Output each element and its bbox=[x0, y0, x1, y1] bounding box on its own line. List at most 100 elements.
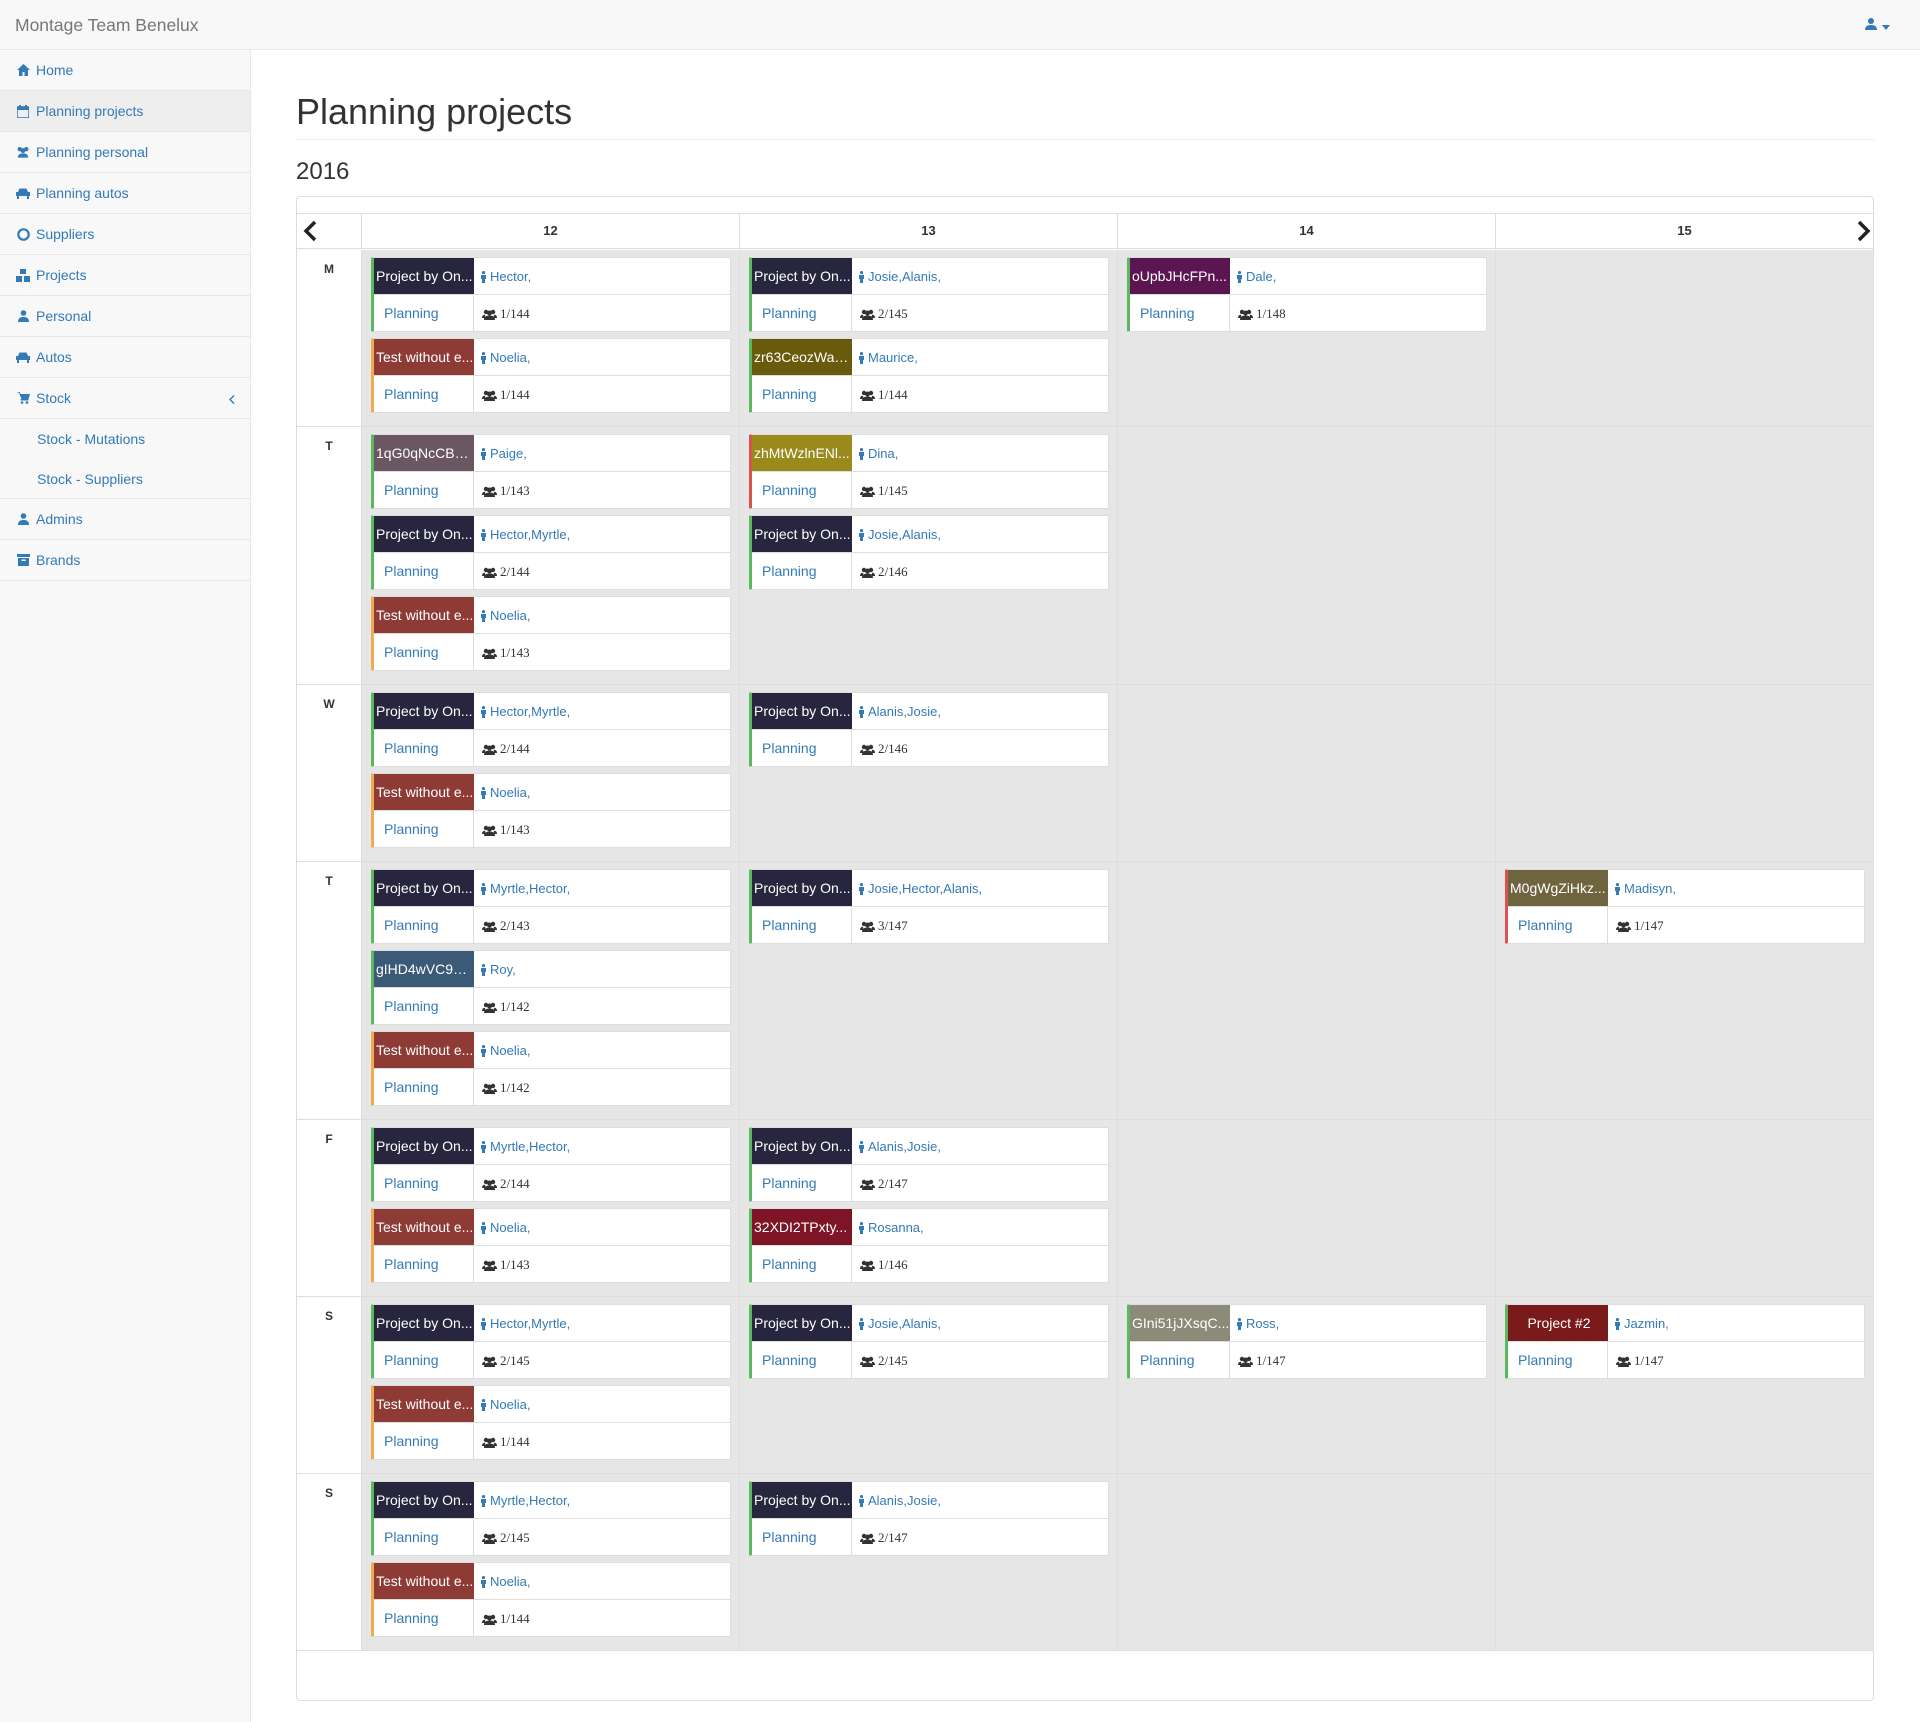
assigned-personnel[interactable]: Noelia, bbox=[480, 1563, 530, 1599]
project-card[interactable]: Test without e... Planning Noelia, 1/142 bbox=[371, 1031, 731, 1106]
assigned-personnel[interactable]: Roy, bbox=[480, 951, 516, 987]
assigned-personnel[interactable]: Josie,Alanis, bbox=[858, 258, 941, 294]
project-name[interactable]: Test without e... bbox=[374, 597, 474, 633]
project-name[interactable]: Project by On... bbox=[752, 693, 852, 729]
project-card[interactable]: Test without e... Planning Noelia, 1/143 bbox=[371, 773, 731, 848]
project-card[interactable]: Test without e... Planning Noelia, 1/144 bbox=[371, 1562, 731, 1637]
prev-week-button[interactable] bbox=[299, 219, 323, 243]
planning-link[interactable]: Planning bbox=[374, 472, 474, 508]
day-week-cell[interactable]: Project by On... Planning Josie,Hector,Ala… bbox=[739, 862, 1117, 1119]
day-week-cell[interactable]: M0gWgZiHkz... Planning Madisyn, 1/147 bbox=[1495, 862, 1873, 1119]
day-week-cell[interactable]: Project by On... Planning Hector, 1/144 Test… bbox=[361, 250, 739, 426]
assigned-personnel[interactable]: Myrtle,Hector, bbox=[480, 1482, 570, 1518]
project-card[interactable]: Project by On... Planning Hector,Myrtle, 2/… bbox=[371, 1304, 731, 1379]
sidebar-item-suppliers[interactable]: Suppliers bbox=[0, 214, 250, 255]
sidebar-item-autos[interactable]: Autos bbox=[0, 337, 250, 378]
assigned-personnel[interactable]: Noelia, bbox=[480, 339, 530, 375]
planning-link[interactable]: Planning bbox=[1508, 907, 1608, 943]
day-week-cell[interactable] bbox=[1495, 427, 1873, 684]
day-week-cell[interactable]: Project by On... Planning Myrtle,Hector, 2/… bbox=[361, 1120, 739, 1296]
assigned-personnel[interactable]: Hector,Myrtle, bbox=[480, 693, 570, 729]
planning-link[interactable]: Planning bbox=[374, 1423, 474, 1459]
assigned-personnel[interactable]: Myrtle,Hector, bbox=[480, 870, 570, 906]
project-name[interactable]: oUpbJHcFPn... bbox=[1130, 258, 1230, 294]
project-name[interactable]: Project by On... bbox=[752, 870, 852, 906]
project-name[interactable]: Project by On... bbox=[374, 258, 474, 294]
project-card[interactable]: Project by On... Planning Myrtle,Hector, 2/… bbox=[371, 1481, 731, 1556]
assigned-personnel[interactable]: Alanis,Josie, bbox=[858, 1482, 941, 1518]
project-card[interactable]: 32XDI2TPxty... Planning Rosanna, 1/146 bbox=[749, 1208, 1109, 1283]
project-name[interactable]: Project by On... bbox=[374, 870, 474, 906]
day-week-cell[interactable] bbox=[1495, 250, 1873, 426]
day-week-cell[interactable]: 1qG0qNcCBa... Planning Paige, 1/143 Project … bbox=[361, 427, 739, 684]
project-card[interactable]: Project by On... Planning Myrtle,Hector, 2/… bbox=[371, 1127, 731, 1202]
project-card[interactable]: Project #2 Planning Jazmin, 1/147 bbox=[1505, 1304, 1865, 1379]
day-week-cell[interactable] bbox=[1495, 1474, 1873, 1650]
assigned-personnel[interactable]: Noelia, bbox=[480, 774, 530, 810]
day-week-cell[interactable]: Project by On... Planning Hector,Myrtle, 2/… bbox=[361, 685, 739, 861]
day-week-cell[interactable] bbox=[1117, 862, 1495, 1119]
assigned-personnel[interactable]: Alanis,Josie, bbox=[858, 693, 941, 729]
project-name[interactable]: gIHD4wVC9G... bbox=[374, 951, 474, 987]
day-week-cell[interactable] bbox=[1495, 1120, 1873, 1296]
planning-link[interactable]: Planning bbox=[374, 907, 474, 943]
day-week-cell[interactable]: Project by On... Planning Hector,Myrtle, 2/… bbox=[361, 1297, 739, 1473]
project-name[interactable]: Project by On... bbox=[752, 1482, 852, 1518]
assigned-personnel[interactable]: Rosanna, bbox=[858, 1209, 924, 1245]
planning-link[interactable]: Planning bbox=[752, 730, 852, 766]
project-name[interactable]: zhMtWzlnENl... bbox=[752, 435, 852, 471]
day-week-cell[interactable]: Project by On... Planning Myrtle,Hector, 2/… bbox=[361, 1474, 739, 1650]
assigned-personnel[interactable]: Noelia, bbox=[480, 597, 530, 633]
planning-link[interactable]: Planning bbox=[374, 376, 474, 412]
project-card[interactable]: Test without e... Planning Noelia, 1/144 bbox=[371, 338, 731, 413]
project-name[interactable]: Project by On... bbox=[752, 258, 852, 294]
planning-link[interactable]: Planning bbox=[752, 1246, 852, 1282]
project-card[interactable]: Test without e... Planning Noelia, 1/143 bbox=[371, 596, 731, 671]
sidebar-subitem-stock-suppliers[interactable]: Stock - Suppliers bbox=[0, 459, 250, 499]
assigned-personnel[interactable]: Hector,Myrtle, bbox=[480, 1305, 570, 1341]
planning-link[interactable]: Planning bbox=[374, 553, 474, 589]
project-card[interactable]: M0gWgZiHkz... Planning Madisyn, 1/147 bbox=[1505, 869, 1865, 944]
project-card[interactable]: GIni51jJXsqC... Planning Ross, 1/147 bbox=[1127, 1304, 1487, 1379]
project-card[interactable]: Project by On... Planning Josie,Alanis, 2/1… bbox=[749, 257, 1109, 332]
project-name[interactable]: Test without e... bbox=[374, 339, 474, 375]
project-card[interactable]: Project by On... Planning Hector, 1/144 bbox=[371, 257, 731, 332]
next-week-button[interactable] bbox=[1851, 219, 1875, 243]
project-name[interactable]: M0gWgZiHkz... bbox=[1508, 870, 1608, 906]
project-card[interactable]: Test without e... Planning Noelia, 1/144 bbox=[371, 1385, 731, 1460]
project-name[interactable]: Test without e... bbox=[374, 1209, 474, 1245]
project-name[interactable]: Test without e... bbox=[374, 774, 474, 810]
planning-link[interactable]: Planning bbox=[374, 295, 474, 331]
day-week-cell[interactable] bbox=[1117, 427, 1495, 684]
user-menu-toggle[interactable] bbox=[1864, 16, 1890, 32]
chevron-left-icon[interactable] bbox=[229, 391, 235, 407]
project-card[interactable]: zr63CeozWaJ... Planning Maurice, 1/144 bbox=[749, 338, 1109, 413]
planning-link[interactable]: Planning bbox=[374, 730, 474, 766]
sidebar-item-planning-autos[interactable]: Planning autos bbox=[0, 173, 250, 214]
planning-link[interactable]: Planning bbox=[374, 1246, 474, 1282]
assigned-personnel[interactable]: Noelia, bbox=[480, 1032, 530, 1068]
sidebar-item-personal[interactable]: Personal bbox=[0, 296, 250, 337]
project-card[interactable]: Project by On... Planning Myrtle,Hector, 2/… bbox=[371, 869, 731, 944]
assigned-personnel[interactable]: Alanis,Josie, bbox=[858, 1128, 941, 1164]
sidebar-item-stock[interactable]: Stock bbox=[0, 378, 250, 419]
project-name[interactable]: Project by On... bbox=[374, 1305, 474, 1341]
assigned-personnel[interactable]: Jazmin, bbox=[1614, 1305, 1669, 1341]
sidebar-item-brands[interactable]: Brands bbox=[0, 540, 250, 581]
assigned-personnel[interactable]: Josie,Alanis, bbox=[858, 516, 941, 552]
planning-link[interactable]: Planning bbox=[752, 1165, 852, 1201]
assigned-personnel[interactable]: Ross, bbox=[1236, 1305, 1279, 1341]
day-week-cell[interactable]: Project by On... Planning Alanis,Josie, 2/1… bbox=[739, 685, 1117, 861]
project-card[interactable]: Project by On... Planning Josie,Alanis, 2/1… bbox=[749, 1304, 1109, 1379]
project-name[interactable]: Project by On... bbox=[752, 516, 852, 552]
planning-link[interactable]: Planning bbox=[1508, 1342, 1608, 1378]
assigned-personnel[interactable]: Myrtle,Hector, bbox=[480, 1128, 570, 1164]
day-week-cell[interactable]: Project by On... Planning Myrtle,Hector, 2/… bbox=[361, 862, 739, 1119]
day-week-cell[interactable]: GIni51jJXsqC... Planning Ross, 1/147 bbox=[1117, 1297, 1495, 1473]
sidebar-item-home[interactable]: Home bbox=[0, 50, 250, 91]
project-name[interactable]: Project by On... bbox=[374, 1128, 474, 1164]
project-name[interactable]: Test without e... bbox=[374, 1032, 474, 1068]
planning-link[interactable]: Planning bbox=[374, 1165, 474, 1201]
planning-link[interactable]: Planning bbox=[752, 376, 852, 412]
project-card[interactable]: Project by On... Planning Alanis,Josie, 2/1… bbox=[749, 1127, 1109, 1202]
